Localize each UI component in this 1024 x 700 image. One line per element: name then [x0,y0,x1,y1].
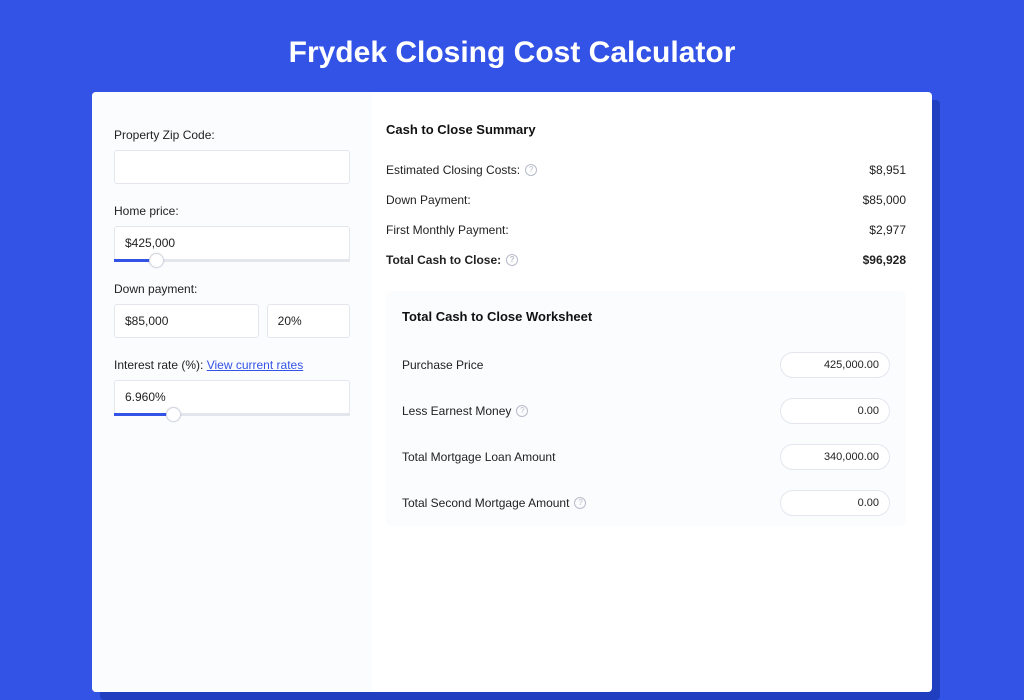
summary-total-value: $96,928 [863,253,906,267]
down-payment-input[interactable] [114,304,259,338]
zip-field-group: Property Zip Code: [114,128,350,184]
interest-input[interactable] [114,380,350,414]
interest-label: Interest rate (%): View current rates [114,358,350,372]
home-price-field-group: Home price: [114,204,350,262]
worksheet-row: Purchase Price [402,342,890,388]
summary-row-label: First Monthly Payment: [386,223,509,237]
worksheet-row-input[interactable] [780,444,890,470]
summary-row: Estimated Closing Costs:? $8,951 [386,155,906,185]
summary-row-value: $85,000 [863,193,906,207]
worksheet-heading: Total Cash to Close Worksheet [402,309,890,324]
home-price-input[interactable] [114,226,350,260]
results-panel: Cash to Close Summary Estimated Closing … [372,92,932,692]
view-rates-link[interactable]: View current rates [207,358,304,372]
inputs-panel: Property Zip Code: Home price: Down paym… [92,92,372,692]
worksheet-row-input[interactable] [780,490,890,516]
worksheet-row-label: Total Second Mortgage Amount [402,496,569,510]
slider-thumb[interactable] [166,407,181,422]
help-icon[interactable]: ? [525,164,537,176]
worksheet-row-input[interactable] [780,398,890,424]
down-payment-pct-input[interactable] [267,304,350,338]
down-payment-field-group: Down payment: [114,282,350,338]
home-price-slider[interactable] [114,259,350,262]
calculator-card-wrap: Property Zip Code: Home price: Down paym… [92,92,932,692]
calculator-card: Property Zip Code: Home price: Down paym… [92,92,932,692]
worksheet-row-label: Total Mortgage Loan Amount [402,450,555,464]
worksheet-row: Less Earnest Money? [402,388,890,434]
help-icon[interactable]: ? [516,405,528,417]
summary-row-label: Down Payment: [386,193,471,207]
worksheet-row-label: Less Earnest Money [402,404,511,418]
interest-field-group: Interest rate (%): View current rates [114,358,350,416]
slider-thumb[interactable] [149,253,164,268]
zip-input[interactable] [114,150,350,184]
summary-heading: Cash to Close Summary [386,122,906,137]
worksheet-rows: Purchase Price Less Earnest Money? Total M… [402,342,890,526]
page-title: Frydek Closing Cost Calculator [0,0,1024,92]
summary-row-value: $2,977 [869,223,906,237]
help-icon[interactable]: ? [506,254,518,266]
zip-label: Property Zip Code: [114,128,350,142]
summary-row: First Monthly Payment: $2,977 [386,215,906,245]
worksheet-card: Total Cash to Close Worksheet Purchase P… [386,291,906,526]
summary-total-row: Total Cash to Close: ? $96,928 [386,245,906,275]
summary-total-label: Total Cash to Close: [386,253,501,267]
worksheet-row-label: Purchase Price [402,358,483,372]
interest-label-text: Interest rate (%): [114,358,203,372]
worksheet-row: Total Mortgage Loan Amount [402,434,890,480]
down-payment-label: Down payment: [114,282,350,296]
summary-row: Down Payment: $85,000 [386,185,906,215]
worksheet-row: Total Second Mortgage Amount? [402,480,890,526]
summary-rows: Estimated Closing Costs:? $8,951 Down Paym… [386,155,906,245]
help-icon[interactable]: ? [574,497,586,509]
down-payment-inputs [114,304,350,338]
home-price-label: Home price: [114,204,350,218]
interest-slider[interactable] [114,413,350,416]
slider-fill [114,413,173,416]
summary-row-value: $8,951 [869,163,906,177]
summary-row-label: Estimated Closing Costs: [386,163,520,177]
worksheet-row-input[interactable] [780,352,890,378]
